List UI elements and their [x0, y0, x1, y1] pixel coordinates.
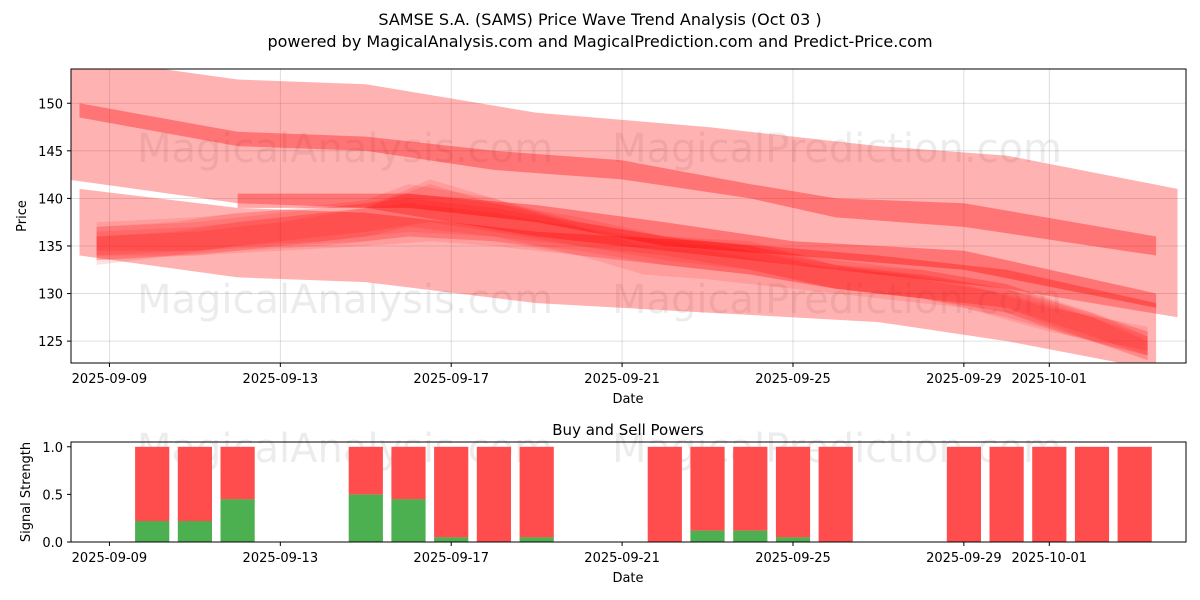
y-tick-label: 0.0 [42, 536, 63, 551]
sell-bar [733, 446, 768, 531]
buy-bar [519, 537, 554, 542]
sell-bar [391, 446, 426, 500]
buy-bar [177, 521, 212, 542]
x-tick-label: 2025-09-17 [413, 372, 489, 387]
sell-bar [1074, 446, 1110, 542]
signal-chart-title: Buy and Sell Powers [552, 421, 704, 439]
y-tick-label: 0.5 [42, 488, 63, 503]
y-tick-label: 125 [38, 335, 63, 350]
sell-bar [818, 446, 853, 542]
buy-bar [733, 530, 768, 542]
x-tick-label: 2025-10-01 [1012, 551, 1088, 566]
wave-band-9 [96, 179, 1148, 356]
buy-bar [434, 537, 469, 542]
main-title-line2: powered by MagicalAnalysis.com and Magic… [267, 32, 932, 51]
wave-band-4 [237, 193, 1157, 308]
price-chart-panel: MagicalAnalysis.com MagicalPrediction.co… [15, 68, 1187, 407]
sell-bar [220, 446, 255, 500]
x-tick-label: 2025-09-29 [926, 372, 1002, 387]
buy-bar [220, 499, 255, 542]
wave-band-7 [96, 203, 1148, 351]
x-tick-label: 2025-09-21 [584, 551, 660, 566]
x-tick-label: 2025-09-13 [243, 551, 319, 566]
x-tick-label: 2025-09-13 [243, 372, 319, 387]
x-tick-label: 2025-09-17 [413, 551, 489, 566]
x-tick-label: 2025-09-25 [755, 372, 831, 387]
x-tick-label: 2025-09-29 [926, 551, 1002, 566]
wave-band-10 [96, 193, 1148, 361]
buy-bar [690, 530, 725, 542]
x-tick-label: 2025-09-25 [755, 551, 831, 566]
buy-bar [391, 499, 426, 542]
price-x-axis-label: Date [612, 392, 643, 407]
main-title-line1: SAMSE S.A. (SAMS) Price Wave Trend Analy… [378, 10, 821, 29]
sell-bar [434, 446, 469, 538]
watermark: MagicalAnalysis.com [137, 126, 553, 172]
price-axes-frame [70, 68, 1187, 364]
sell-bar [476, 446, 511, 542]
price-watermarks: MagicalAnalysis.com MagicalPrediction.co… [137, 126, 1062, 323]
wave-band-1 [71, 69, 1178, 318]
sell-bar [989, 446, 1024, 542]
sell-bar [946, 446, 981, 542]
buy-bar [348, 494, 383, 542]
x-tick-label: 2025-09-09 [72, 551, 148, 566]
wave-band-5 [96, 198, 1148, 361]
sell-bar [177, 446, 212, 522]
wave-band-2 [79, 188, 1157, 363]
y-tick-label: 140 [38, 192, 63, 207]
wave-band-6 [96, 184, 1148, 356]
sell-bar [348, 446, 383, 495]
x-tick-label: 2025-09-09 [72, 372, 148, 387]
signal-x-axis-label: Date [612, 571, 643, 586]
buy-bar [135, 521, 170, 542]
price-wave-bands [71, 69, 1178, 363]
wave-band-8 [96, 184, 1148, 356]
y-tick-label: 130 [38, 288, 63, 303]
y-tick-label: 1.0 [42, 441, 63, 456]
price-y-ticks: 125 130 135 140 145 150 [38, 97, 71, 350]
wave-band-3 [79, 103, 1157, 256]
price-y-axis-label: Price [15, 200, 30, 232]
sell-bar [775, 446, 811, 538]
buy-bar [775, 537, 811, 542]
watermark: MagicalPrediction.com [612, 126, 1062, 172]
sell-bar [1117, 446, 1152, 542]
x-tick-label: 2025-10-01 [1012, 372, 1088, 387]
sell-bar [1032, 446, 1067, 542]
signal-chart-panel: Buy and Sell Powers MagicalAnalysis.com … [19, 421, 1187, 586]
signal-y-axis-label: Signal Strength [19, 442, 34, 542]
signal-bars [135, 446, 1152, 542]
sell-bar [647, 446, 682, 542]
signal-axes-frame [70, 441, 1187, 543]
sell-bar [135, 446, 170, 522]
price-grid [71, 69, 1186, 363]
y-tick-label: 135 [38, 240, 63, 255]
y-tick-label: 150 [38, 97, 63, 112]
sell-bar [690, 446, 725, 531]
price-x-ticks: 2025-09-09 2025-09-13 2025-09-17 2025-09-21… [72, 363, 1087, 387]
sell-bar [519, 446, 554, 538]
signal-x-ticks: 2025-09-09 2025-09-13 2025-09-17 2025-09-21… [72, 542, 1087, 566]
signal-y-ticks: 0.0 0.5 1.0 [42, 441, 71, 551]
watermark: MagicalAnalysis.com [137, 277, 553, 323]
watermark: MagicalPrediction.com [612, 277, 1062, 323]
y-tick-label: 145 [38, 145, 63, 160]
x-tick-label: 2025-09-21 [584, 372, 660, 387]
